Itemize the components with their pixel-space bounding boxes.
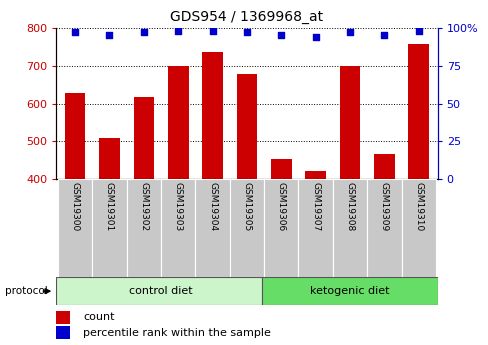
Bar xyxy=(401,179,435,278)
Bar xyxy=(202,51,223,179)
Bar xyxy=(92,179,126,278)
Bar xyxy=(305,171,325,179)
Point xyxy=(414,28,422,33)
Text: GSM19306: GSM19306 xyxy=(276,183,285,231)
Point xyxy=(380,32,387,38)
Bar xyxy=(56,277,262,305)
Text: GSM19301: GSM19301 xyxy=(105,183,114,231)
Bar xyxy=(236,74,257,179)
Bar xyxy=(161,179,195,278)
Point xyxy=(346,29,353,35)
Bar xyxy=(366,179,401,278)
Point xyxy=(208,28,216,33)
Bar xyxy=(167,66,188,179)
Bar xyxy=(332,179,366,278)
Text: GSM19309: GSM19309 xyxy=(379,183,388,231)
Text: GSM19308: GSM19308 xyxy=(345,183,354,231)
Bar xyxy=(56,310,70,324)
Text: control diet: control diet xyxy=(129,286,192,296)
Text: count: count xyxy=(83,312,114,322)
Bar xyxy=(264,179,298,278)
Text: GSM19307: GSM19307 xyxy=(310,183,320,231)
Point xyxy=(140,29,147,35)
Text: GSM19304: GSM19304 xyxy=(208,183,217,231)
Text: ketogenic diet: ketogenic diet xyxy=(310,286,389,296)
Bar xyxy=(65,93,85,179)
Bar xyxy=(56,326,70,339)
Bar xyxy=(126,179,161,278)
Point xyxy=(105,32,113,38)
Point xyxy=(311,34,319,39)
Text: GSM19302: GSM19302 xyxy=(139,183,148,231)
Bar xyxy=(339,66,360,179)
Text: percentile rank within the sample: percentile rank within the sample xyxy=(83,328,270,338)
Bar xyxy=(298,179,332,278)
Point xyxy=(71,29,79,35)
Text: GSM19303: GSM19303 xyxy=(173,183,183,231)
Bar xyxy=(58,179,92,278)
Text: GSM19305: GSM19305 xyxy=(242,183,251,231)
Bar xyxy=(373,154,394,179)
Bar xyxy=(195,179,229,278)
Text: protocol: protocol xyxy=(5,286,47,296)
Bar xyxy=(99,138,120,179)
Bar xyxy=(270,159,291,179)
Point xyxy=(174,28,182,33)
Text: GSM19310: GSM19310 xyxy=(413,183,423,231)
Bar xyxy=(229,179,264,278)
Bar xyxy=(407,43,428,179)
Point xyxy=(243,29,250,35)
Bar xyxy=(262,277,437,305)
Title: GDS954 / 1369968_at: GDS954 / 1369968_at xyxy=(170,10,323,24)
Text: GSM19300: GSM19300 xyxy=(70,183,80,231)
Point xyxy=(277,32,285,38)
Bar xyxy=(133,97,154,179)
